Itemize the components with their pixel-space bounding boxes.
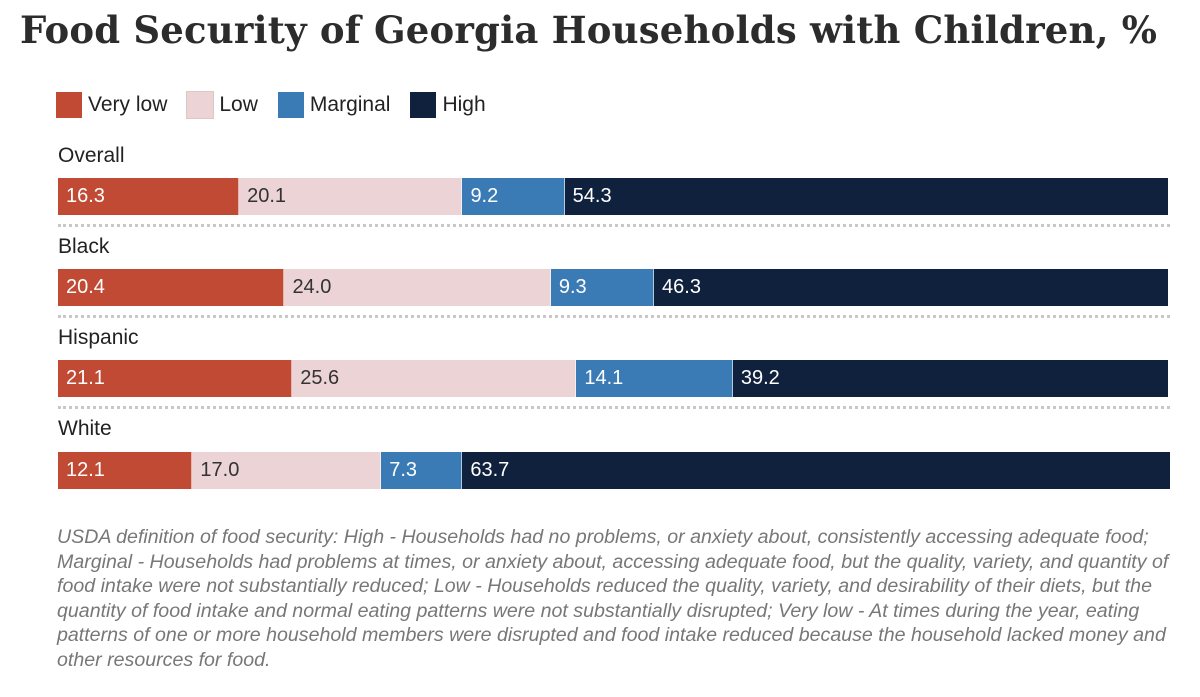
legend-label: High (442, 93, 486, 116)
data-label: 39.2 (740, 367, 780, 389)
legend-label: Low (219, 93, 258, 116)
row-label-hispanic: Hispanic (58, 326, 139, 349)
bar-segment-white-high: 63.7 (462, 452, 1170, 489)
bar-segment-black-high: 46.3 (654, 269, 1168, 306)
bar-segment-overall-low: 20.1 (239, 178, 463, 215)
bar-black: 20.4 24.0 9.3 46.3 (58, 269, 1168, 306)
legend-label: Marginal (309, 93, 391, 116)
legend-item-marginal: Marginal (277, 92, 391, 118)
bar-segment-white-low: 17.0 (192, 452, 382, 489)
bar-segment-black-low: 24.0 (284, 269, 551, 306)
bar-segment-black-very-low: 20.4 (58, 269, 285, 306)
legend-swatch-low (186, 91, 215, 119)
bar-segment-overall-very-low: 16.3 (58, 178, 240, 215)
data-label: 21.1 (66, 367, 105, 389)
bar-segment-white-very-low: 12.1 (58, 452, 193, 489)
legend-item-low: Low (186, 91, 258, 119)
bar-segment-hispanic-low: 25.6 (292, 360, 577, 397)
legend-swatch-very-low (56, 92, 82, 118)
legend-item-very-low: Very low (56, 92, 167, 118)
bar-segment-hispanic-high: 39.2 (732, 360, 1168, 397)
bar-segment-white-marginal: 7.3 (381, 452, 463, 489)
legend: Very low Low Marginal High (56, 90, 506, 120)
row-label-black: Black (58, 235, 110, 258)
bar-segment-black-marginal: 9.3 (550, 269, 655, 306)
data-label: 9.3 (558, 276, 587, 298)
data-label: 46.3 (662, 276, 701, 298)
row-label-white: White (58, 417, 112, 440)
bar-segment-overall-high: 54.3 (564, 178, 1168, 215)
legend-swatch-high (410, 92, 437, 118)
bar-white: 12.1 17.0 7.3 63.7 (58, 452, 1170, 489)
row-label-overall: Overall (58, 144, 125, 167)
row-divider (58, 224, 1170, 227)
data-label: 16.3 (66, 185, 105, 207)
data-label: 20.4 (66, 276, 105, 298)
legend-swatch-marginal (277, 92, 304, 118)
data-label: 9.2 (470, 185, 499, 207)
data-label: 14.1 (584, 367, 624, 389)
data-label: 7.3 (389, 459, 418, 481)
data-label: 54.3 (572, 185, 612, 207)
bar-overall: 16.3 20.1 9.2 54.3 (58, 178, 1168, 215)
data-label: 12.1 (66, 459, 105, 481)
data-label: 17.0 (200, 459, 240, 481)
bar-hispanic: 21.1 25.6 14.1 39.2 (58, 360, 1168, 397)
data-label: 25.6 (300, 367, 340, 389)
bar-segment-overall-marginal: 9.2 (462, 178, 565, 215)
bar-segment-hispanic-marginal: 14.1 (576, 360, 733, 397)
legend-label: Very low (88, 93, 168, 116)
footnote: USDA definition of food security: High -… (57, 526, 1169, 671)
bar-segment-hispanic-very-low: 21.1 (58, 360, 293, 397)
data-label: 24.0 (292, 276, 332, 298)
row-divider (58, 315, 1170, 318)
chart-title: Food Security of Georgia Households with… (20, 8, 1158, 52)
data-label: 63.7 (470, 459, 510, 481)
row-divider (58, 406, 1170, 409)
data-label: 20.1 (247, 185, 287, 207)
legend-item-high: High (410, 92, 486, 118)
